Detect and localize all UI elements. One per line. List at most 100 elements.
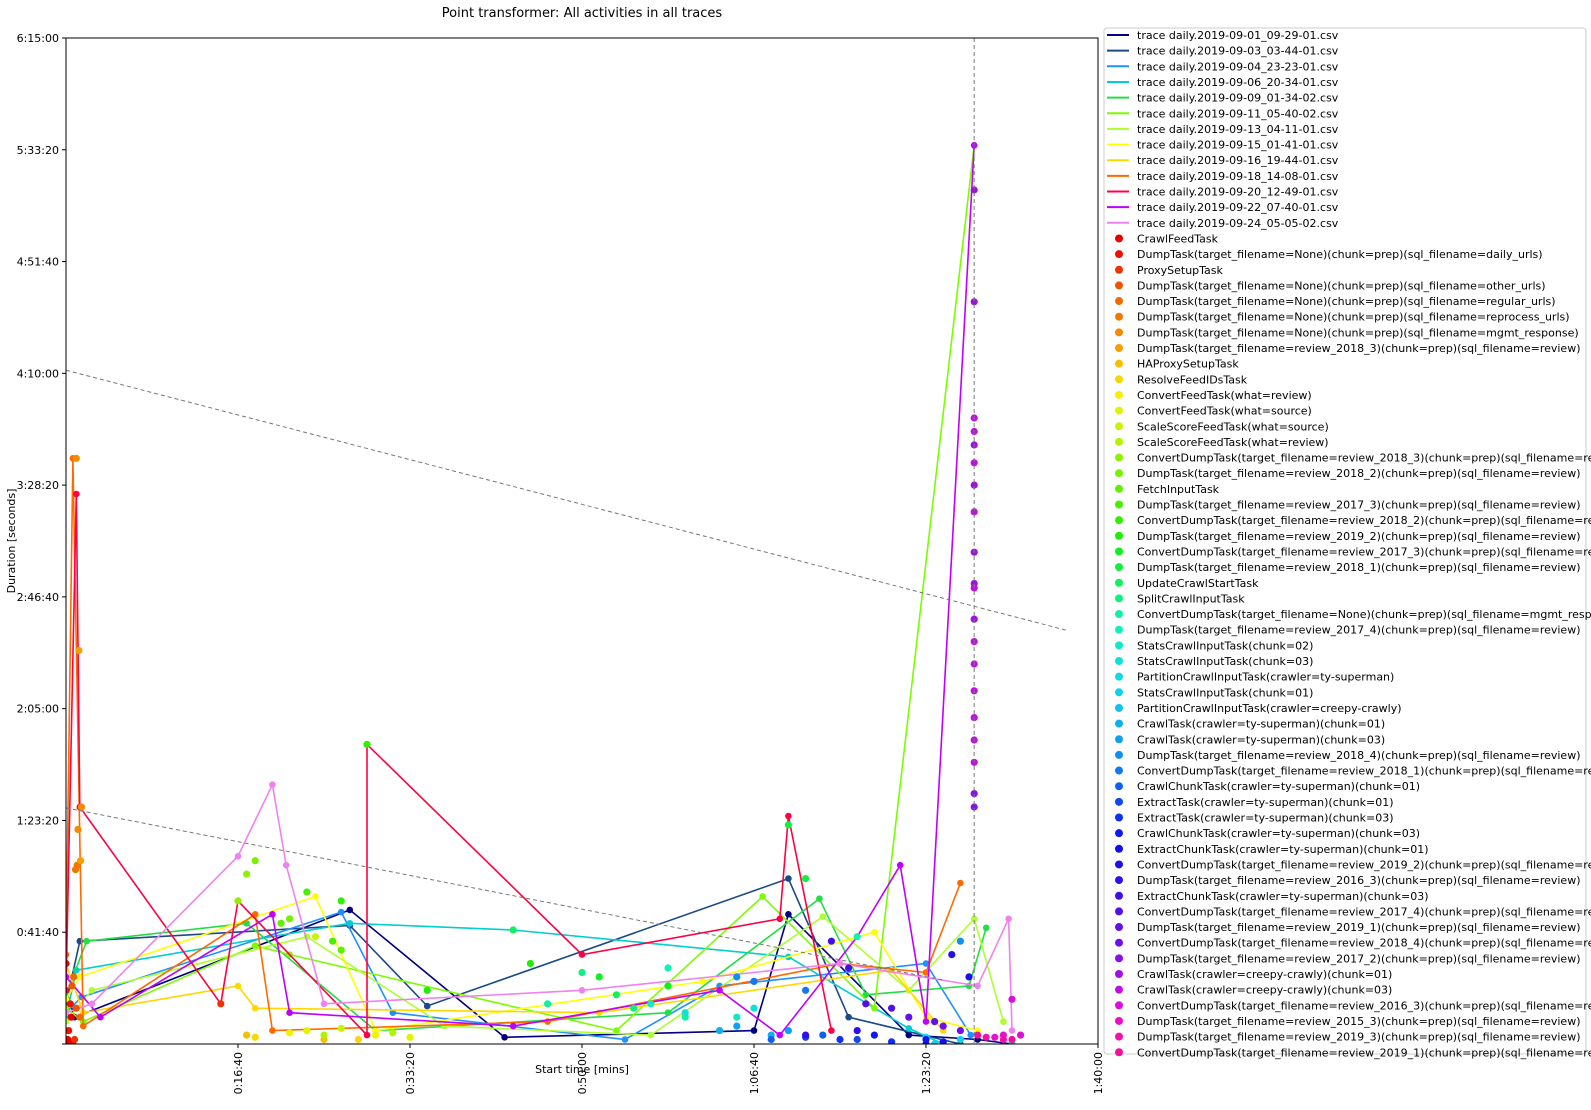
legend-marker-swatch — [1115, 578, 1123, 587]
legend-marker-swatch — [1115, 923, 1123, 932]
x-tick-label: 0:16:40 — [232, 1052, 245, 1094]
legend-marker-swatch — [1115, 390, 1123, 399]
legend-entry: ConvertDumpTask(target_filename=review_2… — [1137, 905, 1591, 918]
legend-entry: trace daily.2019-09-06_20-34-01.csv — [1137, 76, 1339, 89]
legend-entry: trace daily.2019-09-13_04-11-01.csv — [1137, 123, 1339, 136]
legend-entry: ConvertFeedTask(what=source) — [1137, 405, 1312, 418]
series-12-point — [282, 861, 290, 869]
legend-marker-swatch — [1115, 625, 1123, 634]
legend-entry: HAProxySetupTask — [1137, 358, 1239, 371]
activity-21-point — [802, 875, 810, 883]
activity-3-point — [72, 1004, 80, 1012]
legend-entry: PartitionCrawlInputTask(crawler=ty-super… — [1137, 671, 1394, 684]
series-7-point — [871, 928, 878, 936]
legend-entry: ScaleScoreFeedTask(what=source) — [1137, 420, 1329, 433]
series-0-point — [346, 906, 354, 914]
legend-entry: trace daily.2019-09-03_03-44-01.csv — [1137, 45, 1339, 58]
x-axis: 0:16:40 0:33:20 0:50:00 1:06:40 1:23:20 1:40:… — [232, 1044, 1105, 1094]
series-7-point — [699, 978, 706, 985]
trend-line-1 — [66, 369, 1068, 631]
activity-29-point — [931, 1040, 939, 1044]
series-10-point — [578, 951, 586, 958]
series-12-point — [1005, 915, 1012, 923]
activity-1-point — [66, 1000, 74, 1008]
activity-13-point — [389, 1029, 397, 1037]
series-10-point — [363, 1031, 371, 1039]
legend-entry: CrawlChunkTask(crawler=ty-superman)(chun… — [1137, 780, 1420, 793]
series-3-point — [905, 1025, 913, 1032]
plot-area — [66, 38, 1098, 1044]
legend-marker-swatch — [1115, 234, 1123, 243]
series-line-7 — [66, 895, 978, 1032]
legend-entry: ResolveFeedIDsTask — [1137, 373, 1248, 386]
legend-marker-swatch — [1115, 657, 1123, 665]
activity-21-point — [784, 821, 793, 829]
series-line-5 — [66, 145, 975, 1032]
series-2-point — [967, 1031, 974, 1039]
legend-entry: SplitCrawlInputTask — [1137, 592, 1245, 605]
legend-marker-swatch — [1115, 437, 1123, 446]
x-tick-label: 1:23:20 — [920, 1052, 933, 1094]
activity-23-point — [578, 968, 586, 977]
activity-1-point — [66, 1027, 73, 1035]
legend-marker-swatch — [1115, 610, 1123, 619]
series-11-point — [97, 1013, 104, 1021]
series-1-point — [845, 1013, 852, 1021]
legend-entry: ConvertDumpTask(target_filename=review_2… — [1137, 452, 1591, 465]
legend-marker-swatch — [1115, 891, 1123, 900]
activity-48-point — [970, 459, 978, 467]
activity-15-point — [251, 857, 259, 865]
legend-marker-swatch — [1115, 703, 1123, 712]
series-5-point — [759, 893, 766, 900]
legend-marker-swatch — [1115, 531, 1123, 540]
legend-marker-swatch — [1115, 970, 1123, 978]
activity-6-point — [74, 825, 82, 834]
activity-26-point — [733, 1013, 741, 1021]
y-tick-label: 0:41:40 — [17, 926, 59, 939]
activity-26-point — [647, 1000, 655, 1008]
series-9-point — [922, 969, 930, 976]
series-10-point — [73, 490, 80, 498]
legend-entry: DumpTask(target_filename=None)(chunk=pre… — [1137, 311, 1570, 324]
activity-23-point — [630, 1004, 638, 1012]
activity-20-point — [595, 973, 603, 981]
activity-20-point — [664, 982, 672, 990]
activity-11-point — [406, 1033, 414, 1041]
activity-41-point — [802, 1031, 810, 1039]
legend-marker-swatch — [1115, 813, 1123, 822]
activity-2-point — [217, 1000, 225, 1008]
activity-14-point — [243, 870, 251, 878]
legend-entry: trace daily.2019-09-15_01-41-01.csv — [1137, 139, 1339, 152]
legend-entry: DumpTask(target_filename=review_2019_1)(… — [1137, 921, 1581, 934]
legend-entry: StatsCrawlInputTask(chunk=02) — [1137, 639, 1313, 652]
series-12-point — [88, 1000, 96, 1008]
y-tick-label: 1:23:20 — [17, 814, 59, 827]
activity-47-point — [970, 298, 978, 306]
legend-entry: ExtractChunkTask(crawler=ty-superman)(ch… — [1137, 890, 1429, 903]
legend-marker-swatch — [1115, 516, 1123, 525]
activity-0-point — [66, 959, 70, 968]
activity-6-point — [72, 454, 80, 462]
legend-entry: ExtractTask(crawler=ty-superman)(chunk=0… — [1137, 796, 1394, 809]
legend: trace daily.2019-09-01_09-29-01.csvtrace… — [1103, 27, 1591, 1059]
activity-25-point — [853, 933, 861, 941]
activity-10-point — [286, 1029, 294, 1037]
legend-marker-swatch — [1115, 453, 1123, 462]
legend-marker-swatch — [1115, 719, 1123, 728]
legend-entry: trace daily.2019-09-16_19-44-01.csv — [1137, 154, 1339, 167]
legend-marker-swatch — [1115, 406, 1123, 415]
activity-42-point — [845, 964, 853, 972]
activity-37-point — [888, 1038, 896, 1044]
activity-52-point — [1008, 1035, 1016, 1044]
x-tick-label: 1:40:00 — [1092, 1052, 1105, 1094]
legend-entry: DumpTask(target_filename=None)(chunk=pre… — [1137, 326, 1579, 339]
series-11-point — [716, 987, 723, 994]
activity-27-point — [750, 1004, 758, 1012]
activity-40-point — [948, 951, 956, 959]
legend-entry: ConvertFeedTask(what=review) — [1137, 389, 1312, 402]
activity-15-point — [286, 915, 294, 923]
legend-entry: ExtractTask(crawler=ty-superman)(chunk=0… — [1137, 812, 1394, 825]
series-5-point — [251, 942, 259, 949]
series-5-point — [871, 1004, 878, 1012]
